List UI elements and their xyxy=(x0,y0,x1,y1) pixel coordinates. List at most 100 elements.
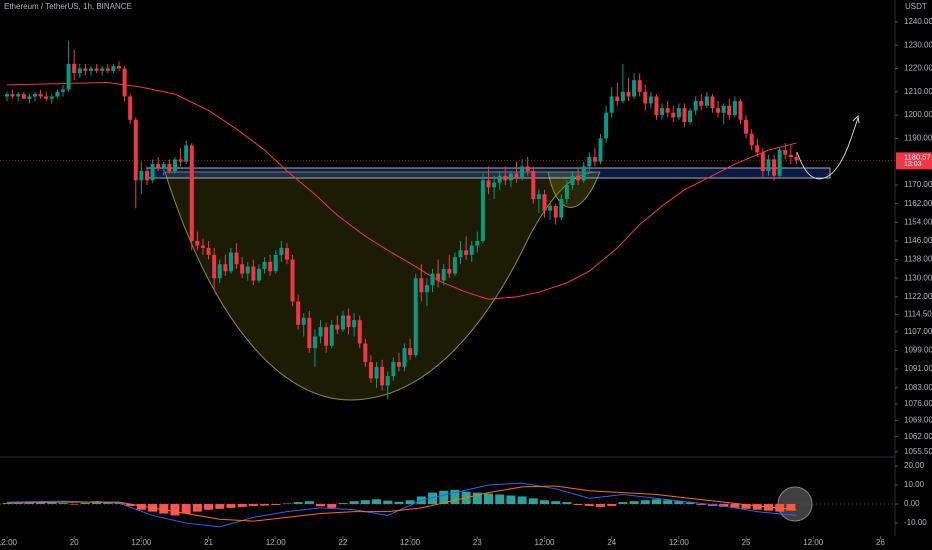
macd-histogram-bar xyxy=(663,500,673,505)
macd-histogram-bar xyxy=(136,504,146,510)
y-tick-label: 1055.50 xyxy=(904,447,932,456)
candle-body xyxy=(615,96,620,102)
candle-body xyxy=(721,105,726,113)
candle-body xyxy=(212,254,217,279)
x-tick-label: 12:00 xyxy=(534,538,555,547)
macd-histogram-bar xyxy=(271,504,281,505)
y-tick-label: 1114.50 xyxy=(904,309,932,318)
candle-body xyxy=(648,96,653,104)
candle-body xyxy=(206,247,211,255)
macd-histogram-bar xyxy=(607,504,617,506)
y-tick-label: 1230.00 xyxy=(904,40,932,49)
macd-histogram-bar xyxy=(741,504,751,509)
x-tick-label: 12:00 xyxy=(266,538,287,547)
x-tick-label: 12:00 xyxy=(131,538,152,547)
candle-body xyxy=(564,185,569,199)
candle-body xyxy=(352,320,357,328)
macd-histogram-bar xyxy=(338,503,348,505)
macd-histogram-bar xyxy=(752,504,762,510)
macd-histogram-bar xyxy=(69,504,79,505)
macd-histogram-bar xyxy=(450,489,460,505)
candle-body xyxy=(620,91,625,102)
macd-line xyxy=(6,482,797,528)
macd-histogram-bar xyxy=(327,504,337,508)
candle-body xyxy=(402,348,407,367)
candle-body xyxy=(385,376,390,386)
candle-body xyxy=(469,245,474,255)
candle-body xyxy=(307,317,312,349)
macd-histogram-bar xyxy=(248,504,258,506)
candle-body xyxy=(671,112,676,118)
candle-body xyxy=(660,108,665,116)
candle-body xyxy=(525,166,530,172)
candle-body xyxy=(200,245,205,248)
candle-body xyxy=(128,96,133,120)
candle-body xyxy=(536,194,541,199)
x-tick-label: 22 xyxy=(338,538,347,547)
last-price-label: 1180.57 xyxy=(904,152,931,161)
candle-body xyxy=(542,194,547,211)
candle-body xyxy=(772,159,777,176)
y-tick-label: 1076.00 xyxy=(904,399,932,408)
candle-body xyxy=(480,180,485,241)
candle-body xyxy=(727,105,732,116)
macd-histogram-bar xyxy=(540,500,549,505)
macd-histogram-bar xyxy=(394,501,404,505)
candle-body xyxy=(447,268,452,274)
countdown-label: 13:03 xyxy=(904,161,922,168)
macd-histogram-bar xyxy=(215,504,225,509)
candle-body xyxy=(111,66,116,71)
candle-body xyxy=(503,175,508,181)
candle-body xyxy=(94,68,99,71)
candle-body xyxy=(55,91,60,97)
candle-body xyxy=(217,264,222,279)
macd-histogram-bar xyxy=(226,504,236,508)
candle-body xyxy=(676,108,681,118)
candle-body xyxy=(486,180,491,188)
macd-histogram-bar xyxy=(439,490,449,505)
candle-body xyxy=(413,278,418,356)
macd-y-tick-label: -10.00 xyxy=(904,518,927,527)
candle-body xyxy=(251,266,256,281)
candle-body xyxy=(716,108,721,113)
y-tick-label: 1130.00 xyxy=(904,273,932,282)
macd-histogram-bar xyxy=(125,504,135,506)
candle-body xyxy=(559,198,564,218)
y-tick-label: 1099.00 xyxy=(904,346,932,355)
macd-histogram-bar xyxy=(383,500,393,505)
y-tick-label: 1062.00 xyxy=(904,432,932,441)
macd-histogram-bar xyxy=(170,504,180,516)
y-tick-label: 1107.00 xyxy=(904,327,932,336)
currency-label: USDT xyxy=(905,2,927,11)
macd-histogram-bar xyxy=(730,504,740,508)
candle-body xyxy=(240,264,245,274)
candle-body xyxy=(139,171,144,181)
candle-body xyxy=(654,96,659,116)
y-tick-label: 1091.00 xyxy=(904,364,932,373)
candle-body xyxy=(167,164,172,172)
candle-body xyxy=(312,336,317,349)
candle-body xyxy=(88,68,93,71)
candle-body xyxy=(570,175,575,186)
candle-body xyxy=(783,150,788,155)
candle-body xyxy=(38,94,43,97)
x-tick-label: 26 xyxy=(876,538,885,547)
candle-body xyxy=(492,182,497,188)
y-tick-label: 1162.00 xyxy=(904,199,932,208)
candle-body xyxy=(665,108,670,113)
y-tick-label: 1138.00 xyxy=(904,255,932,264)
x-tick-label: 12:00 xyxy=(803,538,824,547)
candle-body xyxy=(553,205,558,218)
candle-body xyxy=(301,317,306,325)
candle-body xyxy=(587,157,592,167)
macd-histogram-bar xyxy=(204,504,214,510)
candle-body xyxy=(296,301,301,325)
candle-body xyxy=(604,112,609,139)
candle-body xyxy=(44,96,49,99)
y-tick-label: 1083.00 xyxy=(904,383,932,392)
highlight-circle xyxy=(777,486,813,522)
candle-body xyxy=(374,366,379,379)
candle-body xyxy=(156,164,161,169)
